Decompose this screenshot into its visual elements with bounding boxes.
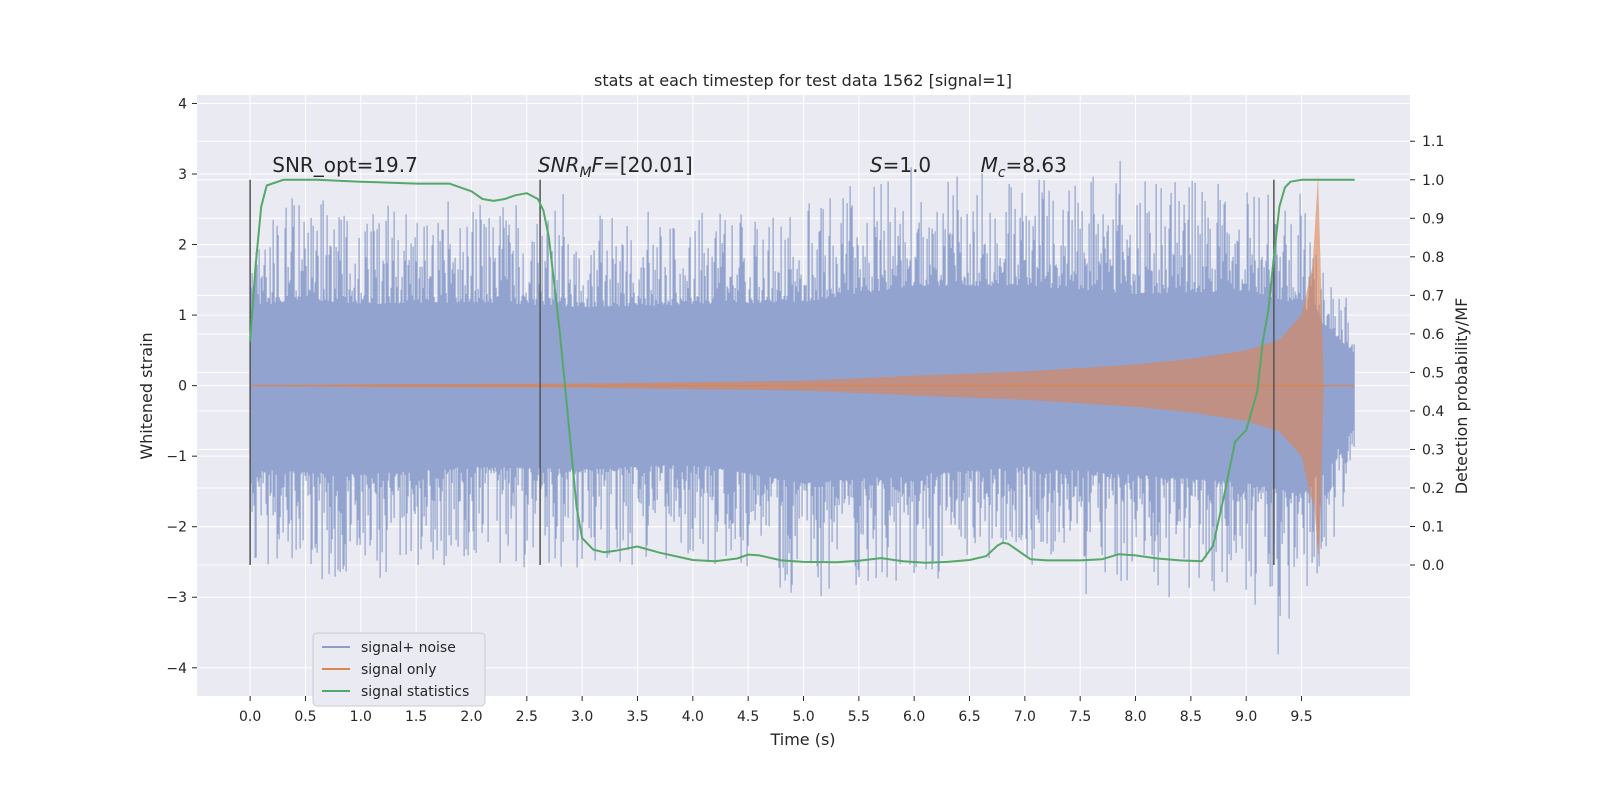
y-tick-label: 0 — [178, 379, 187, 395]
annotation: SNR_opt=19.7 — [272, 153, 418, 177]
x-tick-label: 9.0 — [1235, 709, 1257, 725]
y2-tick-label: 0.9 — [1422, 211, 1444, 227]
y2-tick-label: 0.0 — [1422, 558, 1444, 574]
y-tick-label: 3 — [178, 167, 187, 183]
x-tick-label: 0.0 — [239, 709, 261, 725]
annotation: S=1.0 — [870, 153, 931, 177]
x-tick-label: 6.0 — [903, 709, 925, 725]
x-axis: 0.0 0.5 1.0 1.5 2.0 2.5 3.0 3.5 4.0 4.5 5.0 5.5 6.0 6… — [239, 696, 1313, 725]
x-tick-label: 2.5 — [516, 709, 538, 725]
legend-label-noise: signal+ noise — [361, 640, 456, 656]
y2-tick-label: 0.3 — [1422, 442, 1444, 458]
y2-tick-label: 0.2 — [1422, 481, 1444, 497]
x-tick-label: 8.0 — [1124, 709, 1146, 725]
x-tick-label: 7.0 — [1014, 709, 1036, 725]
series-signal-only — [250, 174, 1355, 555]
x-tick-label: 4.0 — [682, 709, 704, 725]
legend-label-stats: signal statistics — [361, 684, 469, 700]
x-tick-label: 2.0 — [460, 709, 482, 725]
x-tick-label: 0.5 — [294, 709, 316, 725]
y2-tick-label: 0.6 — [1422, 327, 1444, 343]
y2-tick-label: 1.1 — [1422, 134, 1444, 150]
y2-tick-label: 0.4 — [1422, 404, 1444, 420]
x-tick-label: 6.5 — [958, 709, 980, 725]
x-tick-label: 1.5 — [405, 709, 427, 725]
y-tick-label: −2 — [166, 520, 187, 536]
y2-tick-label: 0.7 — [1422, 288, 1444, 304]
y-tick-label: −3 — [166, 590, 187, 606]
x-tick-label: 1.0 — [350, 709, 372, 725]
x-tick-label: 4.5 — [737, 709, 759, 725]
legend-label-signal: signal only — [361, 662, 436, 678]
y-tick-label: 1 — [178, 308, 187, 324]
x-tick-label: 8.5 — [1180, 709, 1202, 725]
x-tick-label: 3.0 — [571, 709, 593, 725]
annotations: SNR_opt=19.7 SNRMF=[20.01] S=1.0 Mc=8.63 — [272, 153, 1067, 181]
y2-tick-label: 0.1 — [1422, 519, 1444, 535]
y-axis-label: Whitened strain — [137, 332, 156, 459]
stats-line — [249, 178, 1355, 564]
x-tick-label: 9.5 — [1290, 709, 1312, 725]
chart-title: stats at each timestep for test data 156… — [594, 71, 1012, 90]
y-tick-label: −4 — [166, 661, 187, 677]
legend: signal+ noise signal only signal statist… — [312, 632, 486, 707]
annotation: SNRMF=[20.01] — [538, 153, 693, 181]
x-tick-label: 3.5 — [626, 709, 648, 725]
x-tick-label: 5.0 — [792, 709, 814, 725]
legend-box — [312, 632, 486, 707]
vertical-markers — [249, 179, 1275, 566]
y-axis-right: 1.1 1.0 0.9 0.8 0.7 0.6 0.5 0.4 0.3 0.2 0.1 0.0 — [1410, 134, 1444, 574]
y2-axis-label: Detection probability/MF — [1452, 298, 1471, 495]
y2-tick-label: 1.0 — [1422, 173, 1444, 189]
series-signal-statistics — [249, 178, 1355, 564]
x-tick-label: 5.5 — [848, 709, 870, 725]
y-tick-label: 2 — [178, 238, 187, 254]
y-tick-label: 4 — [178, 96, 187, 112]
annotation: Mc=8.63 — [981, 153, 1067, 181]
y2-tick-label: 0.5 — [1422, 365, 1444, 381]
y-tick-label: −1 — [166, 449, 187, 465]
y2-tick-label: 0.8 — [1422, 250, 1444, 266]
x-tick-label: 7.5 — [1069, 709, 1091, 725]
x-axis-label: Time (s) — [769, 730, 835, 749]
y-axis-left: 4 3 2 1 0 −1 −2 −3 −4 — [166, 96, 197, 677]
